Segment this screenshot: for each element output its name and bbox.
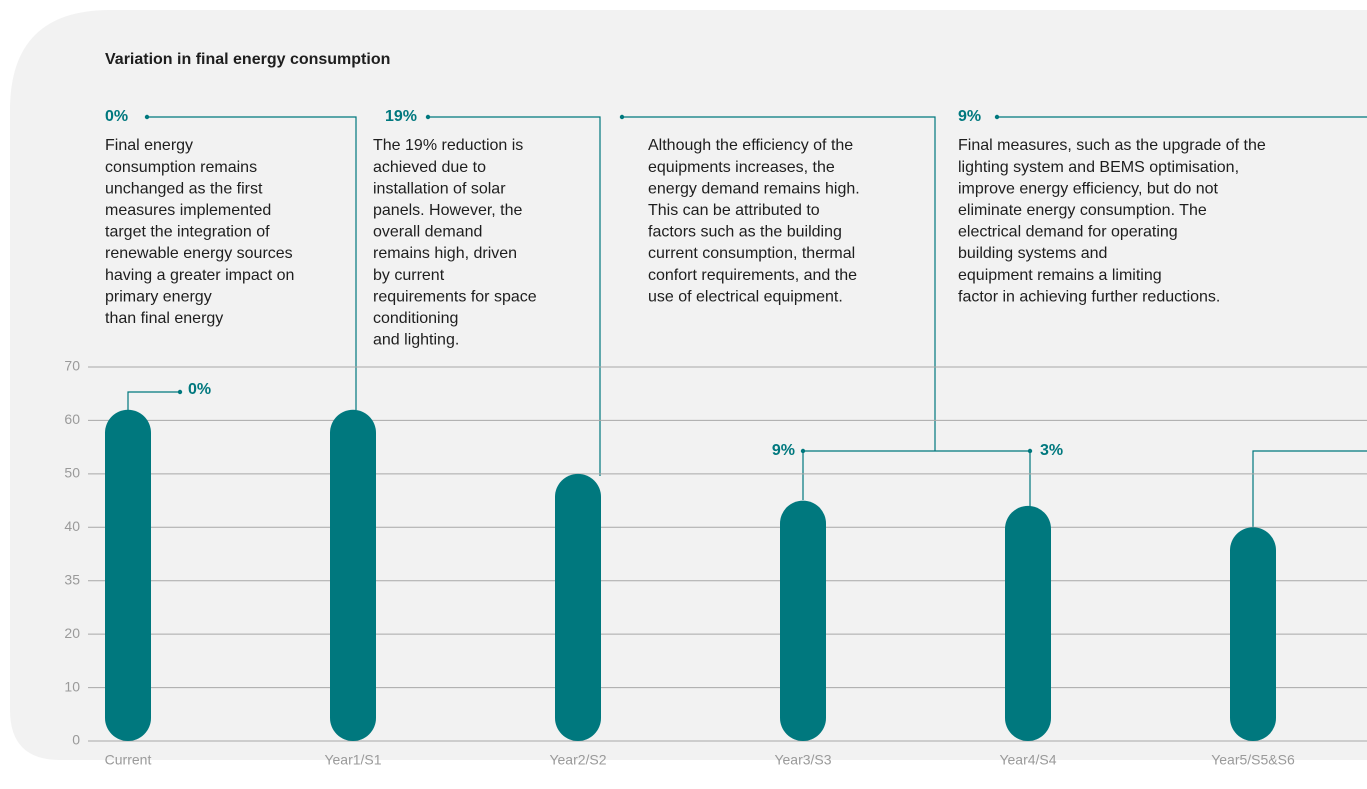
annotation-text: improve energy efficiency, but do not (958, 180, 1219, 197)
callout-label: 9% (772, 442, 795, 459)
annotation-text: consumption remains (105, 159, 257, 176)
annotation-text: Although the efficiency of the (648, 137, 853, 154)
y-tick-label: 70 (64, 358, 80, 374)
annotation-text: achieved due to (373, 159, 486, 176)
x-tick-label: Year3/S3 (774, 752, 831, 768)
annotation-text: factor in achieving further reductions. (958, 288, 1220, 305)
annotation-text: eliminate energy consumption. The (958, 202, 1207, 219)
y-tick-label: 60 (64, 411, 80, 427)
y-tick-label: 50 (64, 465, 80, 481)
annotation-text: This can be attributed to (648, 202, 820, 219)
annotation-text: and lighting. (373, 332, 459, 349)
annotation-text: than final energy (105, 310, 223, 327)
annotation-text: installation of solar (373, 180, 506, 197)
annotation-text: conditioning (373, 310, 458, 327)
y-tick-label: 35 (64, 571, 80, 587)
connectors (127, 114, 1367, 528)
annotation-text: primary energy (105, 288, 212, 305)
x-tick-label: Year5/S5&S6 (1211, 752, 1295, 768)
annotation-text: lighting system and BEMS optimisation, (958, 159, 1239, 176)
annotation-text: panels. However, the (373, 202, 523, 219)
annotation-text: equipments increases, the (648, 159, 835, 176)
y-tick-label: 40 (64, 518, 80, 534)
annotation-text: requirements for space (373, 288, 537, 305)
annotation-text: factors such as the building (648, 224, 842, 241)
annotation-text: Final measures, such as the upgrade of t… (958, 137, 1266, 154)
bar (1005, 505, 1051, 741)
annotation-text: overall demand (373, 224, 482, 241)
y-tick-label: 20 (64, 625, 80, 641)
annotation-text: use of electrical equipment. (648, 288, 843, 305)
annotation-text: by current (373, 267, 445, 284)
callout-label: 3% (1040, 442, 1063, 459)
connector (428, 116, 601, 476)
callout-label: 0% (188, 381, 211, 398)
annotation-text: equipment remains a limiting (958, 267, 1162, 284)
connector (127, 391, 180, 410)
x-tick-label: Year2/S2 (549, 752, 606, 768)
annotation-text: remains high, driven (373, 245, 517, 262)
bar (780, 500, 826, 741)
bar (105, 409, 151, 741)
connector (1252, 450, 1367, 528)
x-tick-label: Current (105, 752, 152, 768)
annotation-text: unchanged as the first (105, 180, 263, 197)
y-tick-label: 10 (64, 678, 80, 694)
annotation-text: confort requirements, and the (648, 267, 857, 284)
y-tick-label: 0 (72, 732, 80, 748)
annotation-label: 9% (958, 108, 981, 125)
annotation-text: renewable energy sources (105, 245, 293, 262)
bar (555, 473, 601, 741)
chart-title: Variation in final energy consumption (105, 51, 390, 68)
panel (10, 10, 1367, 760)
annotation-text: having a greater impact on (105, 267, 294, 284)
connector (622, 116, 936, 451)
annotation-text: The 19% reduction is (373, 137, 523, 154)
x-tick-label: Year4/S4 (999, 752, 1056, 768)
bar (330, 409, 376, 741)
annotation-text: electrical demand for operating (958, 224, 1178, 241)
x-tick-label: Year1/S1 (324, 752, 381, 768)
connector (147, 116, 357, 410)
bar (1230, 527, 1276, 741)
annotation-text: measures implemented (105, 202, 271, 219)
annotation-label: 0% (105, 108, 128, 125)
annotation-text: building systems and (958, 245, 1107, 262)
annotation-label: 19% (385, 108, 417, 125)
annotation-text: current consumption, thermal (648, 245, 855, 262)
annotation-text: Final energy (105, 137, 193, 154)
annotation-text: energy demand remains high. (648, 180, 860, 197)
annotation-text: target the integration of (105, 224, 270, 241)
connector (802, 450, 1031, 507)
